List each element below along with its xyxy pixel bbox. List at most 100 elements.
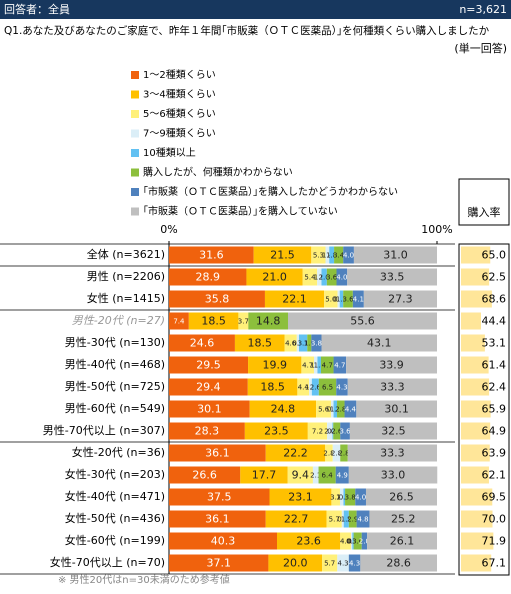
value-label: 0.8 <box>333 296 344 304</box>
bar-segment <box>333 422 341 440</box>
bar-segment <box>169 312 189 330</box>
value-label: 0.8 <box>292 340 303 348</box>
value-label: 7.4 <box>173 318 185 326</box>
rate-bar <box>461 290 492 308</box>
bar-segment <box>247 378 298 396</box>
value-label: 6.4 <box>322 472 334 480</box>
value-label: 22.7 <box>284 513 309 526</box>
bar-segment <box>268 554 323 572</box>
bar-segment <box>244 422 308 440</box>
value-label: 32.5 <box>381 425 406 438</box>
value-label: 5.7 <box>329 516 340 524</box>
value-label: 23.1 <box>288 491 313 504</box>
value-label: 27.3 <box>388 293 413 306</box>
rate-bar <box>461 268 490 286</box>
rate-bar <box>461 378 490 396</box>
bar-segment <box>265 444 326 462</box>
value-label: 0.3 <box>327 428 338 436</box>
value-label: 2.6 <box>331 428 343 436</box>
rate-header: 購入率 <box>468 205 501 219</box>
value-label: 4.9 <box>337 472 348 480</box>
value-label: 35.8 <box>205 293 230 306</box>
value-label: 0.5 <box>347 538 358 546</box>
bar-segment <box>337 290 340 308</box>
y-tick-label: 男性-40代 (n=468) <box>65 357 165 371</box>
bar-segment <box>349 422 437 440</box>
bar-segment <box>298 334 308 352</box>
legend-swatch <box>131 168 139 177</box>
y-tick-label: 女性-50代 (n=436) <box>65 511 165 525</box>
value-label: 1.3 <box>330 406 341 414</box>
sample-size: n=3,621 <box>459 3 507 16</box>
value-label: 4.6 <box>285 340 297 348</box>
value-label: 33.9 <box>379 359 404 372</box>
bar-segment <box>313 356 318 374</box>
value-label: 6.5 <box>322 384 333 392</box>
value-label: 2.1 <box>310 472 321 480</box>
value-label: 4.0 <box>336 274 347 282</box>
bar-segment <box>169 510 266 528</box>
bar-segment <box>169 334 235 352</box>
rate-header-box <box>458 178 510 226</box>
bar-segment <box>333 400 338 418</box>
value-label: 21.0 <box>262 271 287 284</box>
rate-label: 64.9 <box>482 425 507 438</box>
legend-swatch <box>131 188 139 196</box>
value-label: 2.8 <box>331 450 342 458</box>
bar-segment <box>277 532 341 550</box>
value-label: 20.0 <box>283 557 308 570</box>
value-label: 1.3 <box>310 362 321 370</box>
value-label: 37.5 <box>207 491 232 504</box>
value-label: 4.3 <box>349 560 360 568</box>
rate-label: 70.0 <box>482 513 507 526</box>
y-tick-label: 男性-60代 (n=549) <box>65 401 165 415</box>
value-label: 5.0 <box>325 296 336 304</box>
bar-segment <box>347 444 437 462</box>
bar-segment <box>238 312 249 330</box>
rate-bar <box>461 444 490 462</box>
respondents: 回答者：全員 <box>4 2 70 16</box>
value-label: 18.5 <box>260 381 285 394</box>
value-label: 3.6 <box>340 428 352 436</box>
value-label: 1.8 <box>326 252 337 260</box>
rate-bar <box>461 466 489 484</box>
bar-segment <box>353 532 362 550</box>
bar-segment <box>343 510 349 528</box>
bar-segment <box>246 268 303 286</box>
rate-label: 62.5 <box>482 271 507 284</box>
bar-segment <box>322 554 338 572</box>
bar-segment <box>169 268 247 286</box>
value-label: 2.8 <box>338 450 349 458</box>
value-label: 22.1 <box>282 293 307 306</box>
bar-segment <box>325 246 330 264</box>
value-label: 33.3 <box>380 447 405 460</box>
bar-segment <box>350 532 353 550</box>
value-label: 0.5 <box>346 538 357 546</box>
rate-label: 63.9 <box>482 447 507 460</box>
value-label: 1.4 <box>322 252 334 260</box>
value-label: 5.3 <box>313 252 324 260</box>
value-label: 40.3 <box>211 535 236 548</box>
bar-segment <box>169 488 270 506</box>
value-label: 14.8 <box>256 315 281 328</box>
bar-segment <box>324 290 338 308</box>
rate-bar <box>461 554 492 572</box>
value-label: 23.6 <box>296 535 321 548</box>
bar-segment <box>169 246 254 264</box>
value-label: 5.6 <box>318 406 330 414</box>
value-label: 31.6 <box>199 249 224 262</box>
y-tick-label: 女性-40代 (n=471) <box>65 489 165 503</box>
bar-segment <box>307 422 328 440</box>
value-label: 0.6 <box>339 494 351 502</box>
rate-bar <box>461 400 491 418</box>
value-label: 4.4 <box>345 406 357 414</box>
rate-bar <box>461 510 493 528</box>
bar-segment <box>360 554 437 572</box>
bar-segment <box>296 334 299 352</box>
bar-segment <box>344 400 357 418</box>
value-label: 3.2 <box>330 494 341 502</box>
bar-segment <box>316 400 332 418</box>
rate-bar <box>461 356 489 374</box>
bar-segment <box>340 532 351 550</box>
